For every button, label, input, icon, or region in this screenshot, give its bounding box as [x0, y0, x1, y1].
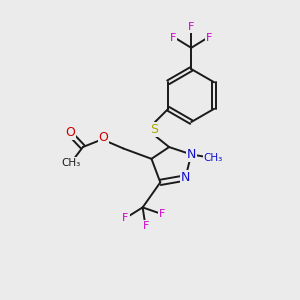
Text: CH₃: CH₃ — [61, 158, 80, 168]
Text: S: S — [150, 124, 158, 136]
Text: F: F — [159, 209, 165, 219]
Text: F: F — [170, 32, 176, 43]
Text: N: N — [181, 172, 190, 184]
Text: O: O — [98, 131, 108, 144]
Text: N: N — [187, 148, 196, 161]
Text: F: F — [142, 221, 149, 231]
Text: O: O — [65, 126, 75, 139]
Text: F: F — [122, 213, 129, 223]
Text: F: F — [206, 32, 213, 43]
Text: CH₃: CH₃ — [204, 153, 223, 163]
Text: F: F — [188, 22, 194, 32]
